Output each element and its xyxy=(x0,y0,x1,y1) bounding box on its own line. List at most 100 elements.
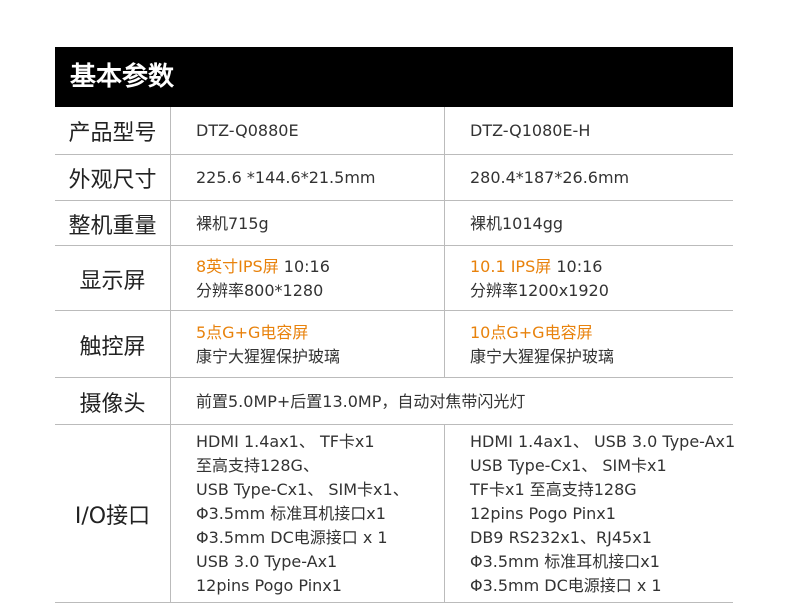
cell-text: TF卡x1 至高支持128G xyxy=(470,480,637,499)
cell-line: 裸机1014gg xyxy=(470,212,733,236)
cell-text: DTZ-Q1080E-H xyxy=(470,121,591,140)
highlight-text: 5点G+G电容屏 xyxy=(196,322,309,342)
cell: 前置5.0MP+后置13.0MP，自动对焦带闪光灯 xyxy=(196,378,733,425)
cell-line: 8英寸IPS屏 10:16 xyxy=(196,255,444,279)
cell-line: Φ3.5mm DC电源接口 x 1 xyxy=(196,526,444,550)
column-divider xyxy=(444,311,445,378)
cell-line: USB Type-Cx1、 SIM卡x1、 xyxy=(196,478,444,502)
cell-line: 10点G+G电容屏 xyxy=(470,321,733,345)
cell-text: 分辨率1200x1920 xyxy=(470,280,609,300)
row-divider xyxy=(55,154,733,155)
row-label: I/O接口 xyxy=(74,504,151,529)
cell: 280.4*187*26.6mm xyxy=(470,155,733,201)
row-divider xyxy=(55,377,733,378)
cell: HDMI 1.4ax1、 USB 3.0 Type-Ax1 USB Type-Cx… xyxy=(470,425,736,603)
cell-line: 分辨率1200x1920 xyxy=(470,279,733,303)
cell-text: 至高支持128G、 xyxy=(196,456,319,475)
highlight-text: 10.1 IPS屏 xyxy=(470,256,552,276)
cell: 5点G+G电容屏康宁大猩猩保护玻璃 xyxy=(196,311,444,378)
row-divider xyxy=(55,424,733,425)
cell-line: 280.4*187*26.6mm xyxy=(470,166,733,190)
cell-line: DTZ-Q0880E xyxy=(196,119,444,143)
cell-text: 裸机1014gg xyxy=(470,213,564,233)
cell-line: 康宁大猩猩保护玻璃 xyxy=(196,345,444,369)
cell-text: USB Type-Cx1、 SIM卡x1 xyxy=(470,456,667,475)
cell: 225.6 *144.6*21.5mm xyxy=(196,155,444,201)
row-divider xyxy=(55,245,733,246)
cell-text: DB9 RS232x1、RJ45x1 xyxy=(470,528,652,547)
row-label: 触控屏 xyxy=(79,334,146,360)
row-label: 显示屏 xyxy=(79,268,146,294)
cell-text: 前置5.0MP+后置13.0MP，自动对焦带闪光灯 xyxy=(196,391,526,411)
cell-line: 至高支持128G、 xyxy=(196,454,444,478)
cell: 8英寸IPS屏 10:16 分辨率800*1280 xyxy=(196,246,444,311)
row-divider xyxy=(55,200,733,201)
column-divider xyxy=(444,107,445,155)
cell-line: Φ3.5mm 标准耳机接口x1 xyxy=(470,550,733,574)
cell-line: 12pins Pogo Pinx1 xyxy=(470,502,733,526)
cell-line: 5点G+G电容屏 xyxy=(196,321,444,345)
column-divider xyxy=(170,425,171,603)
cell-text: HDMI 1.4ax1、 TF卡x1 xyxy=(196,432,375,451)
cell-text: DTZ-Q0880E xyxy=(196,121,299,140)
cell: 10点G+G电容屏康宁大猩猩保护玻璃 xyxy=(470,311,733,378)
cell-text: 12pins Pogo Pinx1 xyxy=(196,576,342,595)
cell-line: HDMI 1.4ax1、 TF卡x1 xyxy=(196,430,444,454)
column-divider xyxy=(170,378,171,425)
highlight-text: 10点G+G电容屏 xyxy=(470,322,593,342)
cell-text: 10:16 xyxy=(551,256,603,276)
cell-text: 康宁大猩猩保护玻璃 xyxy=(196,346,341,366)
row-divider xyxy=(55,310,733,311)
cell-text: 分辨率800*1280 xyxy=(196,280,324,300)
highlight-text: 8英寸IPS屏 xyxy=(196,256,279,276)
cell-text: USB 3.0 Type-Ax1 xyxy=(196,552,338,571)
cell-line: 分辨率800*1280 xyxy=(196,279,444,303)
cell: DTZ-Q0880E xyxy=(196,107,444,155)
column-divider xyxy=(170,246,171,311)
cell-text: 12pins Pogo Pinx1 xyxy=(470,504,616,523)
column-divider xyxy=(444,155,445,201)
cell-text: 康宁大猩猩保护玻璃 xyxy=(470,346,615,366)
cell-text: HDMI 1.4ax1、 USB 3.0 Type-Ax1 xyxy=(470,432,736,451)
column-divider xyxy=(444,246,445,311)
cell-text: Φ3.5mm 标准耳机接口x1 xyxy=(470,552,660,571)
column-divider xyxy=(444,425,445,603)
cell-text: 280.4*187*26.6mm xyxy=(470,168,630,187)
cell-line: HDMI 1.4ax1、 USB 3.0 Type-Ax1 xyxy=(470,430,736,454)
cell: 裸机1014gg xyxy=(470,201,733,246)
cell: HDMI 1.4ax1、 TF卡x1 至高支持128G、 USB Type-Cx1、… xyxy=(196,425,444,603)
cell-line: TF卡x1 至高支持128G xyxy=(470,478,733,502)
row-label: 产品型号 xyxy=(68,121,157,146)
column-divider xyxy=(170,201,171,246)
cell-line: Φ3.5mm 标准耳机接口x1 xyxy=(196,502,444,526)
section-title: 基本参数 xyxy=(55,47,733,107)
cell-line: DTZ-Q1080E-H xyxy=(470,119,733,143)
column-divider xyxy=(444,201,445,246)
cell-text: Φ3.5mm DC电源接口 x 1 xyxy=(470,576,662,595)
cell-line: 12pins Pogo Pinx1 xyxy=(196,574,444,598)
column-divider xyxy=(170,155,171,201)
column-divider xyxy=(170,107,171,155)
cell-line: 10.1 IPS屏 10:16 xyxy=(470,255,733,279)
cell: 10.1 IPS屏 10:16 分辨率1200x1920 xyxy=(470,246,733,311)
cell: 裸机715g xyxy=(196,201,444,246)
cell-line: 康宁大猩猩保护玻璃 xyxy=(470,345,733,369)
row-label: 摄像头 xyxy=(79,391,146,417)
cell-line: 裸机715g xyxy=(196,212,444,236)
cell-line: 前置5.0MP+后置13.0MP，自动对焦带闪光灯 xyxy=(196,390,733,414)
cell-text: 10:16 xyxy=(278,256,330,276)
cell-line: Φ3.5mm DC电源接口 x 1 xyxy=(470,574,733,598)
cell-line: 225.6 *144.6*21.5mm xyxy=(196,166,444,190)
cell-text: 裸机715g xyxy=(196,213,269,233)
row-label: 外观尺寸 xyxy=(68,168,157,193)
cell-text: Φ3.5mm DC电源接口 x 1 xyxy=(196,528,388,547)
column-divider xyxy=(170,311,171,378)
cell-line: DB9 RS232x1、RJ45x1 xyxy=(470,526,733,550)
cell-text: Φ3.5mm 标准耳机接口x1 xyxy=(196,504,386,523)
cell: DTZ-Q1080E-H xyxy=(470,107,733,155)
cell-line: USB 3.0 Type-Ax1 xyxy=(196,550,444,574)
cell-text: 225.6 *144.6*21.5mm xyxy=(196,168,376,187)
cell-text: USB Type-Cx1、 SIM卡x1、 xyxy=(196,480,409,499)
row-label: 整机重量 xyxy=(68,213,157,239)
